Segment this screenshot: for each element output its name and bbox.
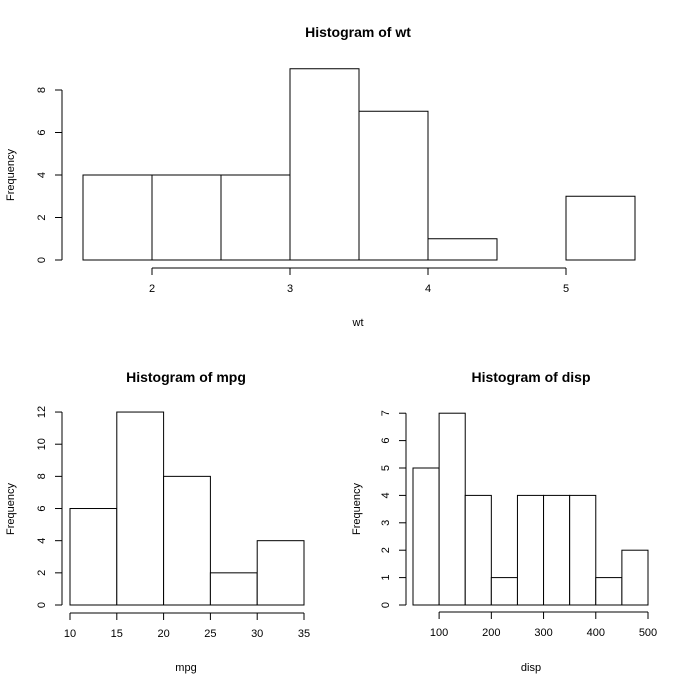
x-tick-label: 20	[157, 628, 169, 640]
chart-title: Histogram of disp	[471, 369, 590, 385]
histogram-bar	[621, 549, 649, 606]
histogram-bar	[565, 195, 636, 261]
y-axis-label: Frequency	[5, 483, 17, 535]
y-tick-label: 2	[36, 214, 48, 220]
x-axis-label: disp	[521, 662, 541, 674]
histogram-bar	[69, 508, 118, 606]
histogram-bar	[116, 411, 165, 606]
x-tick-label: 15	[111, 628, 123, 640]
x-axis-label: wt	[352, 317, 364, 329]
x-tick-label: 100	[430, 627, 448, 639]
y-tick-label: 4	[36, 538, 48, 544]
histogram-bar	[569, 494, 597, 606]
histogram-bar	[151, 174, 222, 261]
y-tick-label: 4	[36, 172, 48, 178]
y-tick-label: 1	[380, 575, 392, 581]
y-tick-label: 5	[380, 465, 392, 471]
y-tick-label: 8	[36, 87, 48, 93]
y-tick-label: 6	[36, 129, 48, 135]
x-tick-label: 400	[587, 627, 605, 639]
y-tick-label: 2	[36, 570, 48, 576]
x-tick-label: 35	[298, 628, 310, 640]
x-tick-label: 4	[425, 283, 431, 295]
x-tick-label: 300	[534, 627, 552, 639]
y-tick-label: 6	[36, 505, 48, 511]
y-tick-label: 6	[380, 438, 392, 444]
histogram-bar	[427, 238, 498, 261]
histogram-bar	[289, 68, 360, 261]
histogram-bar	[490, 577, 518, 606]
histogram-bar	[220, 174, 291, 261]
y-tick-label: 10	[36, 438, 48, 450]
x-axis-label: mpg	[175, 662, 196, 674]
y-axis-label: Frequency	[5, 149, 17, 201]
y-tick-label: 12	[36, 406, 48, 418]
histogram-bar	[82, 174, 153, 261]
histogram-bar	[256, 540, 305, 606]
chart-title: Histogram of wt	[305, 24, 411, 40]
y-tick-label: 2	[380, 547, 392, 553]
histogram-bar	[209, 572, 258, 606]
histogram-bar	[464, 494, 492, 606]
chart-title: Histogram of mpg	[126, 369, 246, 385]
x-tick-label: 5	[563, 283, 569, 295]
y-tick-label: 0	[36, 257, 48, 263]
y-tick-label: 4	[380, 492, 392, 498]
histogram-bar	[163, 475, 211, 606]
x-tick-label: 3	[287, 283, 293, 295]
y-tick-label: 0	[380, 602, 392, 608]
histogram-bar	[412, 467, 440, 606]
x-tick-label: 10	[64, 628, 76, 640]
y-tick-label: 8	[36, 473, 48, 479]
x-tick-label: 25	[204, 628, 216, 640]
y-tick-label: 3	[380, 520, 392, 526]
histogram-bar	[595, 577, 623, 606]
histogram-bar	[358, 110, 429, 261]
y-axis-label: Frequency	[351, 483, 363, 535]
x-tick-label: 2	[149, 283, 155, 295]
y-tick-label: 7	[380, 410, 392, 416]
histogram-bar	[543, 494, 571, 606]
y-tick-label: 0	[36, 602, 48, 608]
x-tick-label: 30	[251, 628, 263, 640]
x-tick-label: 200	[482, 627, 500, 639]
histogram-bar	[438, 412, 466, 606]
x-tick-label: 500	[639, 627, 657, 639]
histogram-bar	[516, 494, 545, 606]
